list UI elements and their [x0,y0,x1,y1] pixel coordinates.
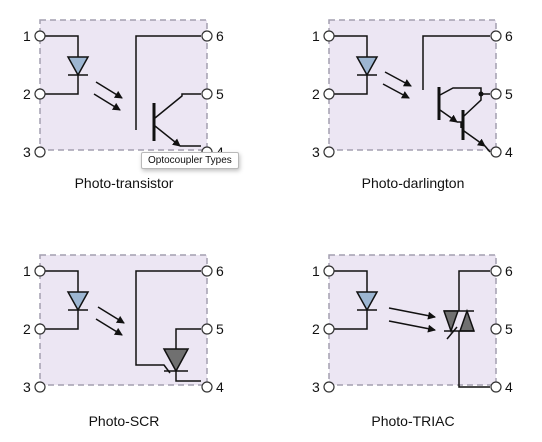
pin-label: 1 [23,263,31,279]
pin-2: 2 [312,321,335,337]
pin-label: 4 [505,144,513,160]
pin-label: 1 [23,28,31,44]
led-symbol [334,270,379,330]
pin-5: 5 [490,321,513,337]
tooltip: Optocoupler Types [141,152,239,169]
pin-3: 3 [23,379,46,395]
pin-label: 2 [23,321,31,337]
pin-label: 3 [312,379,320,395]
pin-3: 3 [23,144,46,160]
package-caption: Photo-TRIAC [371,413,454,429]
pin-label: 6 [505,28,513,44]
pin-label: 3 [312,144,320,160]
pin-3: 3 [312,144,335,160]
package-body [39,19,208,151]
package-caption: Photo-SCR [89,413,160,429]
pin-1: 1 [312,263,335,279]
package-photo-transistor: 1 2 3 6 5 4 Photo-transistor [23,19,224,191]
package-caption: Photo-darlington [362,175,465,191]
phototransistor-symbol [135,35,201,147]
led-symbol [334,35,379,95]
junction-dot [478,91,484,97]
pin-label: 1 [312,263,320,279]
light-arrows [95,306,125,336]
pin-label: 5 [505,321,513,337]
pin-label: 2 [312,321,320,337]
pin-6: 6 [201,263,224,279]
pin-2: 2 [23,86,46,102]
pin-label: 5 [505,86,513,102]
package-caption: Photo-transistor [75,175,174,191]
pin-label: 3 [23,144,31,160]
pin-2: 2 [23,321,46,337]
pin-6: 6 [201,28,224,44]
pin-2: 2 [312,86,335,102]
pin-label: 1 [312,28,320,44]
led-symbol [45,270,90,330]
pin-label: 2 [312,86,320,102]
pin-1: 1 [312,28,335,44]
package-body [328,254,497,386]
pin-label: 6 [216,263,224,279]
pin-6: 6 [490,263,513,279]
pin-5: 5 [201,86,224,102]
package-photo-triac: 1 2 3 6 5 4 Photo-TRIAC [312,254,513,429]
pin-label: 2 [23,86,31,102]
pin-6: 6 [490,28,513,44]
led-symbol [45,35,90,95]
pin-label: 6 [505,263,513,279]
light-arrows [388,307,436,333]
pin-label: 6 [216,28,224,44]
pin-4: 4 [201,379,224,395]
pin-label: 5 [216,86,224,102]
pin-5: 5 [490,86,513,102]
scr-symbol [135,270,201,382]
pin-5: 5 [201,321,224,337]
darlington-symbol [422,35,491,153]
package-body [328,19,497,151]
pin-label: 4 [505,379,513,395]
pin-4: 4 [490,379,513,395]
pin-label: 3 [23,379,31,395]
package-body [39,254,208,386]
light-arrows [382,71,412,99]
pin-1: 1 [23,28,46,44]
pin-1: 1 [23,263,46,279]
pin-3: 3 [312,379,335,395]
package-photo-darlington: 1 2 3 6 5 4 Photo-darlington [312,19,513,191]
pin-label: 5 [216,321,224,337]
triac-symbol [442,270,490,388]
pin-label: 4 [216,379,224,395]
pin-4: 4 [490,144,513,160]
package-photo-scr: 1 2 3 6 5 4 Photo-SCR [23,254,224,429]
light-arrows [93,81,123,111]
